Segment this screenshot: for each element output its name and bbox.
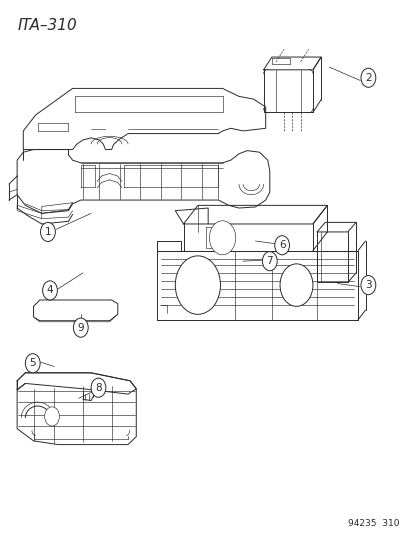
Text: ITA–310: ITA–310	[17, 18, 77, 33]
Circle shape	[45, 407, 59, 426]
Circle shape	[91, 378, 106, 397]
Circle shape	[175, 256, 220, 314]
Circle shape	[209, 221, 235, 255]
Circle shape	[274, 236, 289, 255]
Text: 5: 5	[29, 358, 36, 368]
Circle shape	[262, 252, 277, 271]
Circle shape	[360, 276, 375, 295]
Text: 94235  310: 94235 310	[347, 519, 399, 528]
Text: 6: 6	[278, 240, 285, 250]
Circle shape	[25, 354, 40, 373]
Text: 9: 9	[77, 322, 84, 333]
Circle shape	[40, 222, 55, 241]
Text: 2: 2	[364, 73, 371, 83]
Text: 8: 8	[95, 383, 102, 393]
Circle shape	[43, 281, 57, 300]
Circle shape	[279, 264, 312, 306]
Text: 1: 1	[45, 227, 51, 237]
Text: 7: 7	[266, 256, 273, 266]
Circle shape	[73, 318, 88, 337]
Circle shape	[360, 68, 375, 87]
Text: 3: 3	[364, 280, 371, 290]
Text: 4: 4	[47, 286, 53, 295]
